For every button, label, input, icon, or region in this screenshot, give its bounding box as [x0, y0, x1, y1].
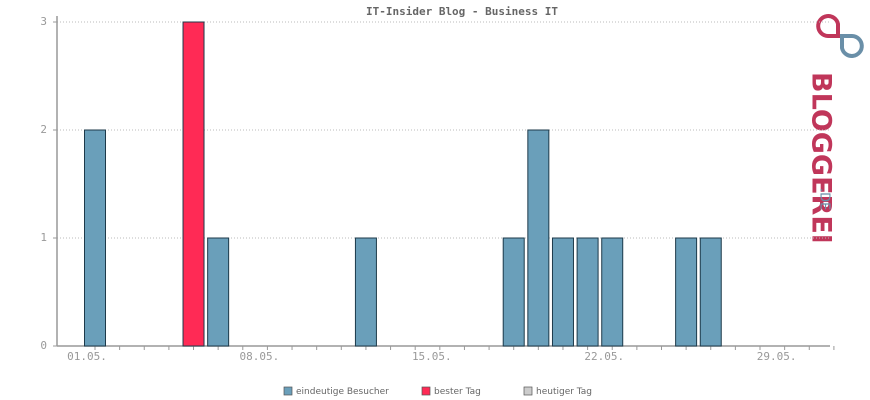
- x-tick-label: 08.05.: [240, 350, 280, 363]
- logo-text: BLOGGEREI: [806, 72, 837, 244]
- y-tick-label: 2: [40, 123, 47, 136]
- x-tick-label: 15.05.: [412, 350, 452, 363]
- bar: [527, 129, 550, 347]
- bar: [84, 129, 106, 347]
- legend-swatch: [523, 386, 533, 396]
- bar: [182, 21, 205, 347]
- legend-label: bester Tag: [434, 387, 481, 397]
- legend-swatch: [283, 386, 293, 396]
- logo-icon: [816, 14, 840, 38]
- bar: [601, 237, 624, 347]
- logo-icon: [840, 34, 864, 58]
- bar: [551, 237, 574, 347]
- y-tick-label: 0: [40, 339, 47, 352]
- chart-title: IT-Insider Blog - Business IT: [366, 5, 558, 18]
- x-tick-label: 01.05.: [67, 350, 107, 363]
- bar: [699, 237, 722, 347]
- x-tick-label: 29.05.: [757, 350, 797, 363]
- bar: [354, 237, 377, 347]
- logo: BLOGGEREI .DE: [806, 14, 864, 244]
- bar: [502, 237, 525, 347]
- legend-label: heutiger Tag: [536, 387, 592, 397]
- bar: [576, 237, 599, 347]
- bar: [675, 237, 698, 347]
- x-tick-label: 22.05.: [584, 350, 624, 363]
- logo-suffix: .DE: [817, 188, 832, 210]
- y-tick-label: 3: [40, 15, 47, 28]
- bar: [207, 237, 230, 347]
- legend-label: eindeutige Besucher: [296, 387, 389, 397]
- legend-swatch: [421, 386, 431, 396]
- y-tick-label: 1: [40, 231, 47, 244]
